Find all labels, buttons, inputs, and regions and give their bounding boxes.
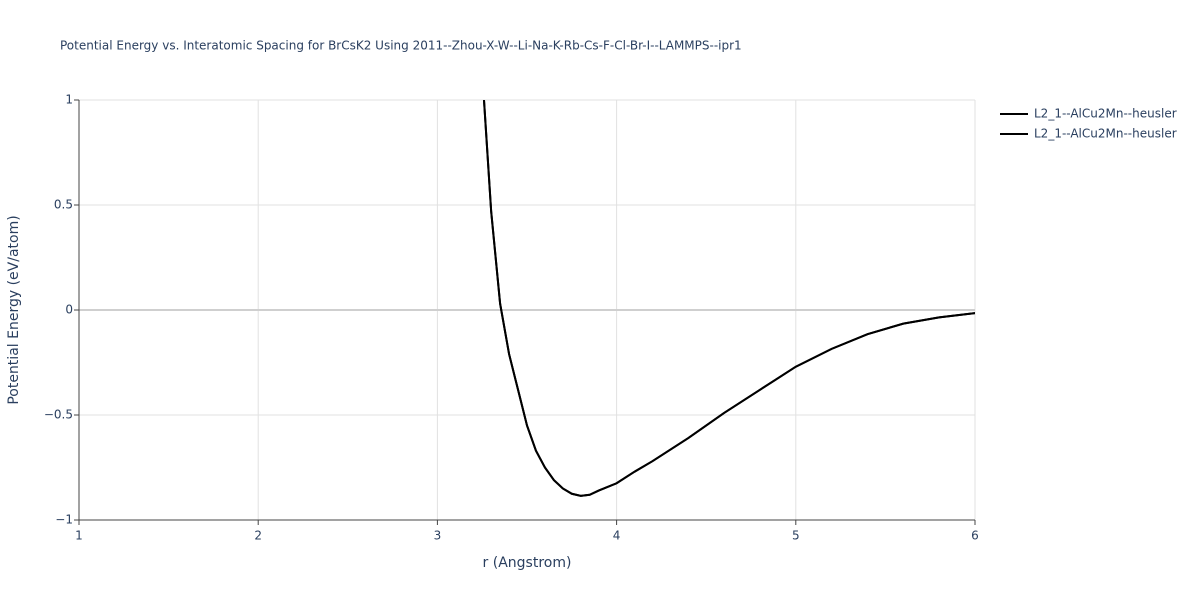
y-tick-label: 0	[65, 303, 73, 317]
x-tick-label: 1	[75, 529, 83, 543]
legend-label: L2_1--AlCu2Mn--heusler	[1034, 107, 1177, 121]
y-axis-title: Potential Energy (eV/atom)	[6, 215, 22, 404]
y-tick-label: −1	[55, 513, 73, 527]
series-line	[482, 100, 975, 497]
x-tick-label: 5	[792, 529, 800, 543]
y-tick-label: 1	[65, 93, 73, 107]
y-tick-label: 0.5	[54, 198, 73, 212]
legend-label: L2_1--AlCu2Mn--heusler	[1034, 127, 1177, 141]
x-tick-label: 2	[254, 529, 262, 543]
chart-title: Potential Energy vs. Interatomic Spacing…	[60, 39, 742, 53]
x-tick-label: 3	[434, 529, 442, 543]
x-axis-title: r (Angstrom)	[483, 555, 572, 571]
y-tick-label: −0.5	[44, 408, 73, 422]
x-tick-label: 6	[971, 529, 979, 543]
series-line	[482, 100, 975, 497]
x-tick-label: 4	[613, 529, 621, 543]
